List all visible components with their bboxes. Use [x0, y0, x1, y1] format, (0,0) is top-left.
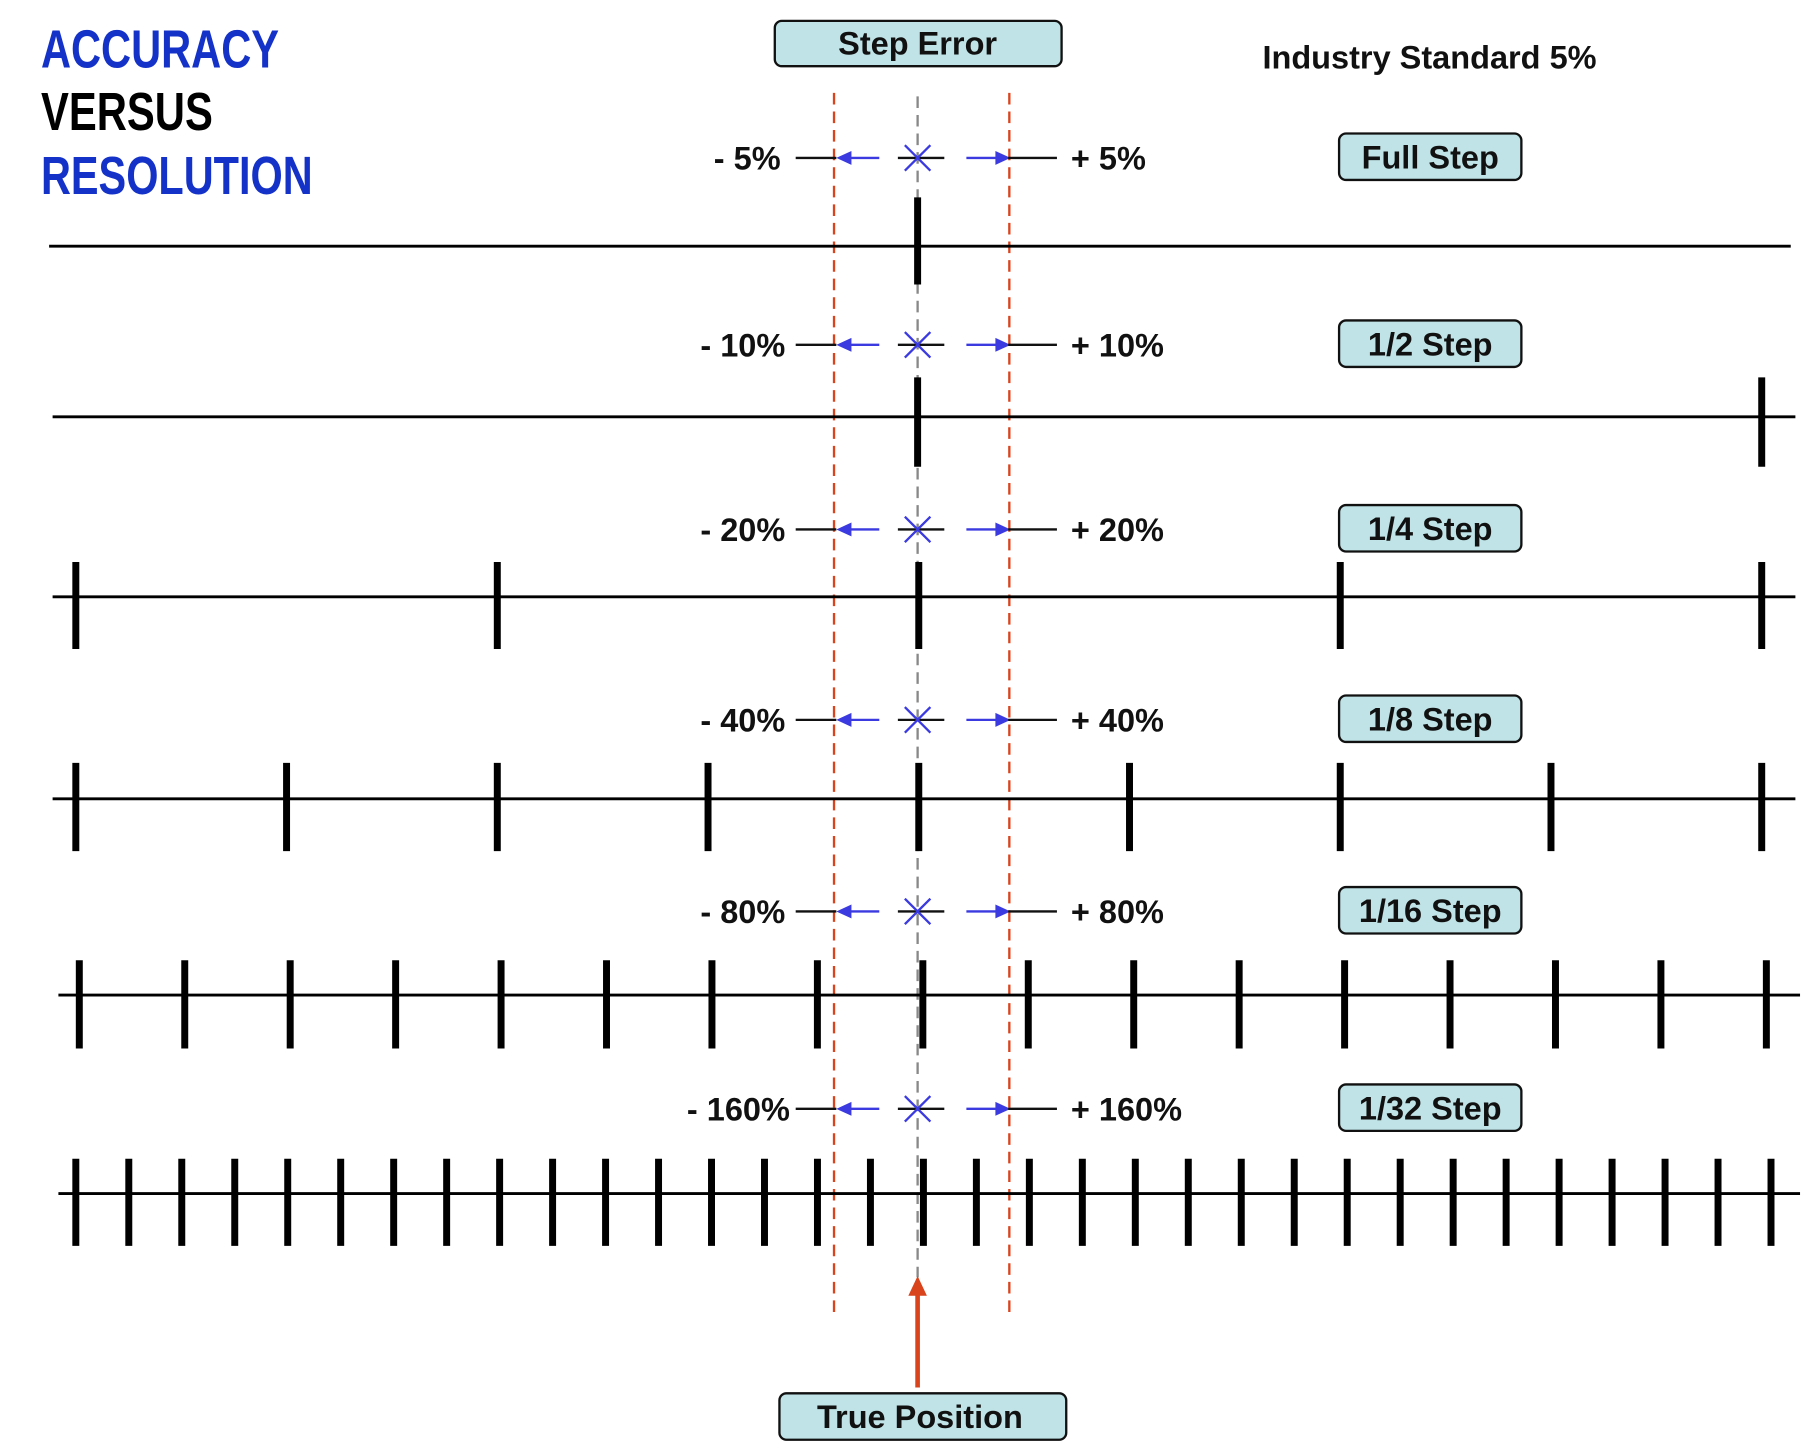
step-label: 1/16 Step	[1359, 893, 1502, 929]
step-label-box: 1/8 Step	[1337, 694, 1523, 744]
step-label: 1/4 Step	[1368, 511, 1493, 547]
step-error-box: Step Error	[773, 19, 1063, 68]
minus-error-label: - 160%	[687, 1091, 790, 1127]
true-position-arrow	[908, 1276, 927, 1388]
plus-error-label: + 20%	[1071, 512, 1164, 548]
plus-error-label: + 40%	[1071, 702, 1164, 738]
step-label-box: Full Step	[1337, 132, 1523, 182]
step-label: Full Step	[1362, 139, 1499, 175]
resolution-row-4: - 40% + 40% 1/8 Step	[52, 694, 1796, 852]
industry-standard-label: Industry Standard 5%	[1262, 40, 1596, 76]
resolution-row-6: - 160% + 160% 1/32 Step	[58, 1083, 1801, 1246]
resolution-row-2: - 10% + 10% 1/2 Step	[52, 319, 1796, 467]
title-accuracy: ACCURACY	[41, 20, 279, 79]
step-label: 1/32 Step	[1359, 1090, 1502, 1126]
title-versus: VERSUS	[41, 83, 213, 142]
true-position-label: True Position	[817, 1399, 1023, 1435]
plus-error-label: + 160%	[1071, 1091, 1182, 1127]
minus-error-label: - 20%	[700, 512, 785, 548]
step-label-box: 1/32 Step	[1337, 1083, 1523, 1133]
resolution-row-1: - 5% + 5% Full Step	[49, 132, 1791, 285]
plus-error-label: + 80%	[1071, 894, 1164, 930]
true-position-box: True Position	[778, 1392, 1068, 1441]
plus-error-label: + 10%	[1071, 327, 1164, 363]
minus-error-label: - 5%	[714, 141, 781, 177]
step-label: 1/8 Step	[1368, 701, 1493, 737]
step-label-box: 1/16 Step	[1337, 885, 1523, 935]
resolution-row-3: - 20% + 20% 1/4 Step	[52, 503, 1796, 650]
step-label: 1/2 Step	[1368, 326, 1493, 362]
title-resolution: RESOLUTION	[41, 147, 313, 206]
resolution-row-5: - 80% + 80% 1/16 Step	[58, 885, 1801, 1049]
minus-error-label: - 40%	[700, 702, 785, 738]
step-label-box: 1/2 Step	[1337, 319, 1523, 369]
plus-error-label: + 5%	[1071, 141, 1146, 177]
minus-error-label: - 80%	[700, 894, 785, 930]
step-label-box: 1/4 Step	[1337, 503, 1523, 553]
step-error-label: Step Error	[838, 26, 997, 62]
minus-error-label: - 10%	[700, 327, 785, 363]
